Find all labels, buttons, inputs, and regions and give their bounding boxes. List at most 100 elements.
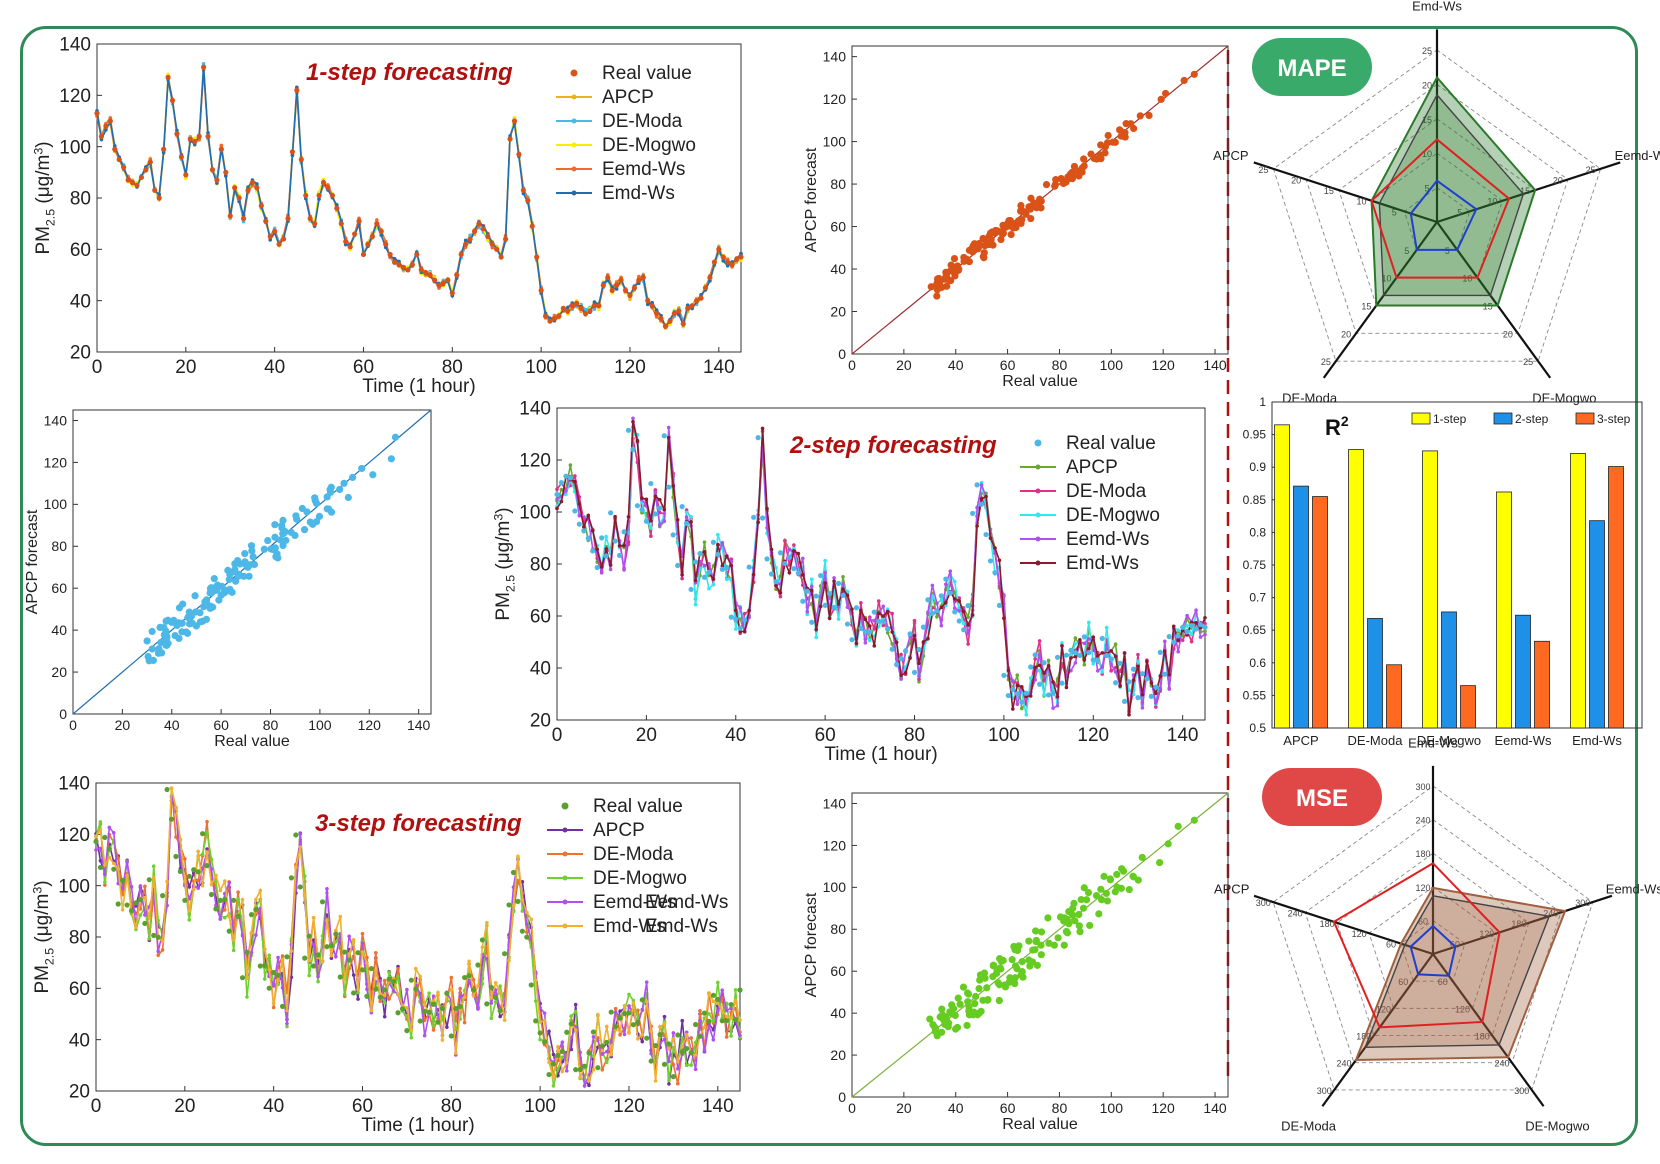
real-value-point <box>502 951 508 957</box>
series-point <box>1051 680 1055 684</box>
real-value-point <box>707 274 713 281</box>
sc2-ytick-label: 140 <box>44 412 68 428</box>
real-value-point <box>515 898 521 904</box>
sc1-xtick-label: 20 <box>896 357 912 373</box>
real-value-point <box>648 1058 654 1064</box>
series-point <box>125 860 129 864</box>
ts1-ytick-label: 40 <box>70 291 91 312</box>
series-point <box>334 940 338 944</box>
series-point <box>316 979 320 984</box>
series-point <box>711 582 716 587</box>
scatter-point <box>191 592 199 600</box>
radar-ring-label: 240 <box>1336 1059 1351 1069</box>
series-point <box>347 952 351 956</box>
series-point <box>1140 692 1145 697</box>
series-point <box>533 999 538 1003</box>
series-point <box>1087 637 1091 641</box>
series-point <box>917 674 921 678</box>
scatter-point <box>1113 870 1121 879</box>
real-value-point <box>578 305 584 311</box>
radar-axis <box>1253 161 1438 224</box>
real-value-point <box>725 259 731 265</box>
series-point <box>823 558 827 563</box>
series-point <box>881 623 886 628</box>
real-value-point <box>702 285 709 291</box>
real-value-point <box>596 303 602 309</box>
radar-ring-label: 15 <box>1520 186 1530 196</box>
series-point <box>783 539 787 543</box>
series-point <box>604 1060 609 1065</box>
series-point <box>1028 676 1033 680</box>
r2-legend-label: 3-step <box>1597 412 1631 426</box>
panel-title: 3-step forecasting <box>315 810 522 837</box>
series-point <box>160 939 165 944</box>
real-value-point <box>568 1021 574 1027</box>
ts2-xtick-label: 120 <box>1077 725 1109 746</box>
series-point <box>592 307 597 312</box>
series-point <box>178 837 183 842</box>
series-point <box>876 611 881 616</box>
series-point <box>868 617 872 622</box>
real-value-point <box>599 535 605 541</box>
real-value-point <box>733 616 739 622</box>
radar-ring-label: 10 <box>1382 274 1392 284</box>
series-point <box>666 425 671 430</box>
sc3-ytick-label: 20 <box>830 1047 846 1063</box>
series-point <box>271 984 276 988</box>
series-point <box>1028 694 1033 698</box>
series-point <box>1203 629 1207 634</box>
series-point <box>564 1069 569 1073</box>
series-point <box>1082 663 1087 667</box>
real-value-point <box>431 277 438 283</box>
series-point <box>845 605 850 610</box>
real-value-point <box>112 146 118 152</box>
series-point <box>1131 692 1136 697</box>
scatter-point <box>1104 139 1112 147</box>
real-value-point <box>507 136 513 142</box>
real-value-point <box>284 954 290 960</box>
legend-marker <box>562 827 568 833</box>
real-value-point <box>590 1029 597 1035</box>
series-point <box>573 479 577 484</box>
series-point <box>365 955 369 960</box>
series-point <box>1033 665 1037 670</box>
real-value-point <box>662 323 669 329</box>
r2-bar-2-step <box>1515 614 1531 729</box>
series-point <box>1069 668 1073 673</box>
legend-label: Emd-Ws <box>1066 553 1139 574</box>
real-value-point <box>298 156 304 163</box>
series-point <box>640 1039 645 1044</box>
series-point <box>223 915 227 920</box>
series-point <box>899 673 903 678</box>
real-value-point <box>280 236 287 242</box>
ts2-ytick-label: 20 <box>530 711 551 732</box>
real-value-point <box>232 185 238 191</box>
r2-bar-1-step <box>1348 449 1364 729</box>
scatter-point <box>1060 941 1068 949</box>
real-value-point <box>894 661 900 668</box>
real-value-point <box>974 482 980 488</box>
scatter-point <box>1027 194 1035 202</box>
series-point <box>872 626 877 631</box>
scatter-point <box>1076 928 1084 936</box>
series-point <box>206 131 210 135</box>
real-value-point <box>204 863 210 869</box>
scatter-point <box>1029 946 1037 954</box>
series-point <box>908 656 912 660</box>
series-point <box>578 1050 582 1055</box>
real-value-point <box>311 963 317 969</box>
scatter-point <box>303 508 311 516</box>
radar-ring-label: 60 <box>1438 977 1448 987</box>
radar-ring <box>1304 819 1562 1064</box>
ylabel: PM2.5 (μg/m3) <box>30 880 56 993</box>
ts3-xtick-label: 20 <box>174 1096 195 1117</box>
radar-series-inner <box>1364 895 1551 1049</box>
series-point <box>644 497 649 502</box>
real-value-point <box>257 963 263 969</box>
radar-ring-label: 120 <box>1376 1004 1391 1014</box>
series-point <box>485 920 489 925</box>
series-point <box>738 606 743 610</box>
series-point <box>693 1053 698 1057</box>
series-point <box>267 968 272 972</box>
series-point <box>1127 688 1131 692</box>
